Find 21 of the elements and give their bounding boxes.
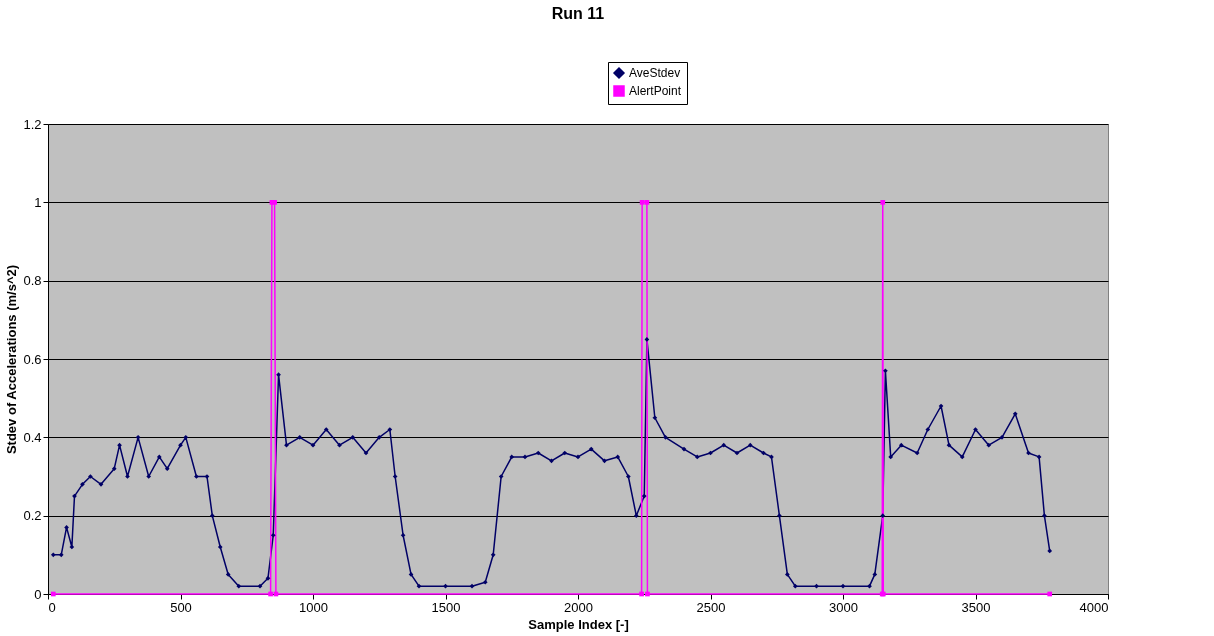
y-tick-label: 0.4 (23, 429, 42, 445)
x-tick-label: 2000 (564, 599, 593, 615)
x-tick-label: 1000 (299, 599, 328, 615)
chart-title: Run 11 (551, 4, 605, 22)
y-tick-label: 0.2 (23, 508, 42, 524)
x-axis-title: Sample Index [-] (528, 616, 629, 632)
y-tick-label: 1.2 (23, 116, 42, 132)
x-tick-label: 3000 (829, 599, 858, 615)
x-tick-label: 3500 (961, 599, 991, 615)
legend-label: AlertPoint (629, 84, 682, 98)
legend-label: AveStdev (629, 66, 681, 80)
y-axis-title: Stdev of Accelerations (m/s^2) (4, 264, 20, 455)
x-tick-label: 500 (170, 599, 192, 615)
x-tick-label: 0 (48, 599, 56, 615)
x-tick-label: 1500 (431, 599, 461, 615)
x-tick-label: 2500 (696, 599, 726, 615)
y-tick-label: 0.6 (23, 351, 42, 367)
y-tick-label: 0.8 (23, 273, 42, 289)
y-tick-label: 0 (34, 586, 42, 602)
y-tick-label: 1 (34, 194, 42, 210)
x-tick-label: 4000 (1079, 599, 1109, 615)
